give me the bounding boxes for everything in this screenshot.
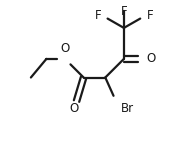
Text: O: O	[147, 52, 156, 65]
Text: F: F	[95, 9, 101, 22]
Text: O: O	[60, 42, 70, 55]
Text: O: O	[70, 102, 79, 115]
Text: Br: Br	[121, 102, 134, 115]
Text: F: F	[146, 9, 153, 22]
Text: F: F	[121, 5, 127, 18]
